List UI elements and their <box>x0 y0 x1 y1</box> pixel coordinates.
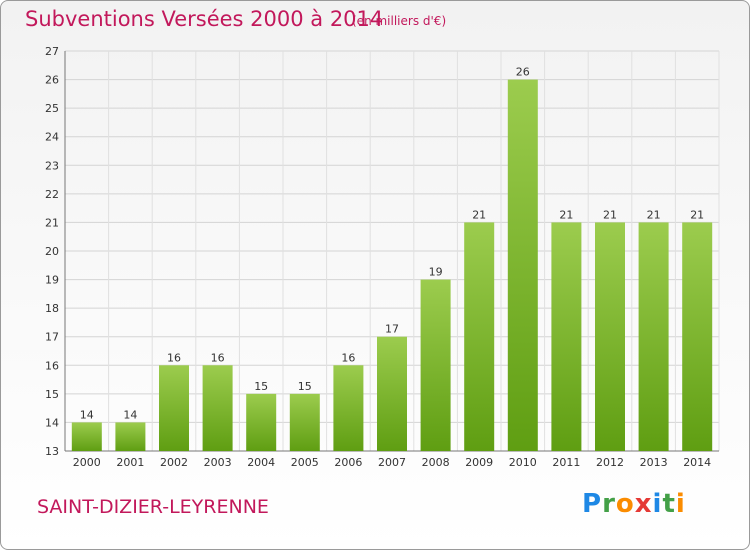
y-tick-label: 25 <box>45 102 59 115</box>
data-label-2010: 26 <box>516 66 530 79</box>
bar-2011[interactable] <box>551 222 582 451</box>
logo-letter: o <box>615 489 635 519</box>
y-tick-label: 27 <box>45 45 59 58</box>
y-tick-label: 20 <box>45 245 59 258</box>
y-tick-label: 19 <box>45 274 59 287</box>
data-label-2007: 17 <box>385 323 399 336</box>
y-tick-label: 17 <box>45 331 59 344</box>
x-tick-label-2008: 2008 <box>422 456 450 469</box>
chart-title: Subventions Versées 2000 à 2014 <box>25 7 384 31</box>
logo-letter: t <box>662 489 676 519</box>
bar-2009[interactable] <box>464 222 495 451</box>
logo-letter: i <box>652 489 663 519</box>
y-tick-label: 24 <box>45 131 59 144</box>
y-tick-label: 14 <box>45 416 59 429</box>
data-label-2004: 15 <box>254 380 268 393</box>
y-tick-label: 18 <box>45 302 59 315</box>
y-tick-label: 13 <box>45 445 59 458</box>
x-tick-label-2007: 2007 <box>378 456 406 469</box>
y-tick-label: 15 <box>45 388 59 401</box>
y-tick-label: 21 <box>45 216 59 229</box>
commune-name: SAINT-DIZIER-LEYRENNE <box>37 496 269 518</box>
data-label-2011: 21 <box>559 208 573 221</box>
bar-2007[interactable] <box>377 336 407 451</box>
logo-letter: P <box>582 489 603 519</box>
chart-subtitle: (en milliers d'€) <box>352 14 447 28</box>
x-tick-label-2014: 2014 <box>683 456 711 469</box>
y-tick-label: 26 <box>45 74 59 87</box>
bar-2013[interactable] <box>638 222 669 451</box>
x-tick-label-2013: 2013 <box>640 456 668 469</box>
data-label-2001: 14 <box>123 408 137 421</box>
y-tick-label: 16 <box>45 359 59 372</box>
bar-2005[interactable] <box>289 393 320 451</box>
x-tick-label-2012: 2012 <box>596 456 624 469</box>
data-label-2005: 15 <box>298 380 312 393</box>
data-label-2002: 16 <box>167 351 181 364</box>
bar-2012[interactable] <box>595 222 625 451</box>
logo-letter: i <box>675 489 686 519</box>
bar-2004[interactable] <box>246 393 277 451</box>
x-tick-label-2003: 2003 <box>204 456 232 469</box>
x-tick-label-2004: 2004 <box>247 456 275 469</box>
data-label-2013: 21 <box>647 208 661 221</box>
bar-2002[interactable] <box>159 365 189 451</box>
data-label-2003: 16 <box>211 351 225 364</box>
x-tick-label-2002: 2002 <box>160 456 188 469</box>
bar-2000[interactable] <box>71 422 102 451</box>
x-tick-label-2001: 2001 <box>116 456 144 469</box>
data-label-2009: 21 <box>472 208 486 221</box>
bar-2001[interactable] <box>115 422 146 451</box>
x-tick-label-2005: 2005 <box>291 456 319 469</box>
bar-2003[interactable] <box>202 365 233 451</box>
x-tick-label-2009: 2009 <box>465 456 493 469</box>
data-label-2006: 16 <box>341 351 355 364</box>
x-tick-label-2011: 2011 <box>552 456 580 469</box>
data-label-2008: 19 <box>429 266 443 279</box>
x-tick-label-2006: 2006 <box>334 456 362 469</box>
y-tick-label: 22 <box>45 188 59 201</box>
x-tick-label-2010: 2010 <box>509 456 537 469</box>
x-tick-label-2000: 2000 <box>73 456 101 469</box>
data-label-2000: 14 <box>80 408 94 421</box>
bar-2010[interactable] <box>507 79 538 452</box>
bar-2014[interactable] <box>682 222 713 451</box>
logo-letter: x <box>634 489 653 519</box>
bar-2008[interactable] <box>420 279 451 451</box>
proxiti-logo[interactable]: Proxiti <box>582 489 686 519</box>
bar-2006[interactable] <box>333 365 364 451</box>
data-label-2014: 21 <box>690 208 704 221</box>
logo-letter: r <box>602 489 616 519</box>
data-label-2012: 21 <box>603 208 617 221</box>
y-tick-label: 23 <box>45 159 59 172</box>
